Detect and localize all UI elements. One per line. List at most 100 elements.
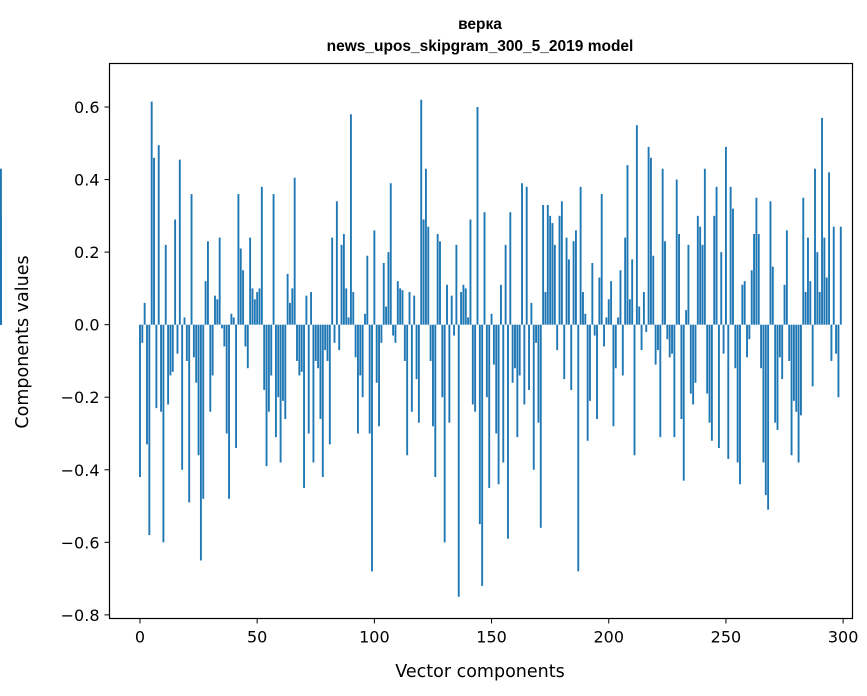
bar	[171, 324, 174, 372]
bar	[504, 244, 507, 325]
bar	[553, 244, 556, 325]
bar	[729, 186, 732, 325]
bar	[174, 219, 177, 325]
bar	[176, 324, 179, 354]
bar	[0, 244, 2, 325]
x-tick-label: 150	[476, 628, 507, 647]
bar	[664, 241, 666, 325]
bar	[314, 324, 317, 361]
bar	[406, 324, 409, 456]
bar	[478, 324, 481, 525]
chart-title-line2: news_upos_skipgram_300_5_2019 model	[327, 38, 634, 55]
x-ticks: 0 50 100 150 200 250 300	[135, 618, 858, 647]
bar	[251, 288, 254, 325]
bar	[593, 324, 596, 336]
bar	[443, 324, 446, 543]
bar	[556, 324, 559, 351]
bar	[549, 215, 552, 325]
bar	[310, 292, 313, 325]
bar	[703, 168, 706, 325]
bar	[432, 324, 434, 427]
bar	[830, 324, 833, 361]
bar	[764, 324, 767, 496]
bar	[734, 324, 737, 369]
bar	[270, 324, 273, 376]
bar	[185, 324, 188, 361]
bar	[507, 324, 509, 539]
bar	[340, 244, 343, 325]
bar	[232, 317, 235, 325]
bar	[347, 317, 350, 325]
bar	[589, 324, 591, 401]
bar	[387, 252, 390, 325]
bar	[382, 263, 385, 325]
bar	[265, 324, 268, 467]
bar	[746, 324, 748, 358]
y-tick-label: −0.2	[61, 388, 100, 407]
bar	[162, 324, 165, 543]
bar	[488, 324, 491, 488]
bar	[706, 324, 709, 394]
bar	[211, 324, 214, 376]
bar	[242, 270, 245, 325]
bar	[312, 324, 315, 463]
bar	[195, 324, 198, 383]
bar	[328, 324, 331, 445]
bar	[403, 324, 406, 361]
bar	[167, 324, 170, 405]
bar	[157, 145, 160, 325]
bar	[792, 324, 795, 401]
bar	[682, 324, 685, 481]
bar	[687, 244, 690, 325]
bar	[457, 324, 460, 597]
bar	[619, 270, 622, 325]
bar	[769, 201, 772, 325]
bar	[685, 310, 688, 325]
bar	[509, 212, 512, 325]
bar	[753, 233, 755, 325]
bar	[743, 281, 746, 325]
bar	[795, 324, 798, 412]
bar	[495, 324, 498, 434]
bar	[373, 230, 376, 325]
bar	[628, 299, 631, 325]
bar	[380, 324, 383, 343]
bar	[642, 292, 645, 325]
bar	[835, 324, 838, 354]
bar	[800, 324, 802, 416]
bar	[516, 324, 519, 438]
x-tick-label: 0	[135, 628, 145, 647]
bar	[727, 324, 730, 459]
bar	[256, 292, 259, 325]
bar	[239, 248, 242, 325]
bar	[701, 244, 704, 325]
bar	[610, 281, 613, 325]
bar	[209, 324, 212, 412]
y-axis-label: Components values	[13, 255, 33, 428]
bar	[282, 324, 284, 401]
bar	[303, 324, 305, 488]
bar	[671, 324, 673, 354]
bar	[441, 324, 444, 398]
plot-frame	[108, 62, 854, 620]
bar	[785, 230, 788, 325]
bar	[710, 324, 713, 441]
bar	[408, 292, 411, 325]
bar	[837, 324, 840, 398]
bar	[300, 324, 303, 372]
bar	[439, 241, 441, 325]
bar	[349, 114, 352, 325]
bar	[0, 306, 2, 325]
bar	[607, 299, 610, 325]
bar	[467, 317, 470, 325]
y-tick-label: 0.2	[74, 243, 99, 262]
bar	[394, 324, 397, 343]
bar	[502, 324, 505, 463]
bar	[415, 324, 418, 380]
bar	[469, 219, 472, 325]
x-tick-label: 100	[359, 628, 390, 647]
bar	[453, 324, 455, 336]
bar	[720, 252, 723, 325]
bar	[375, 324, 378, 383]
